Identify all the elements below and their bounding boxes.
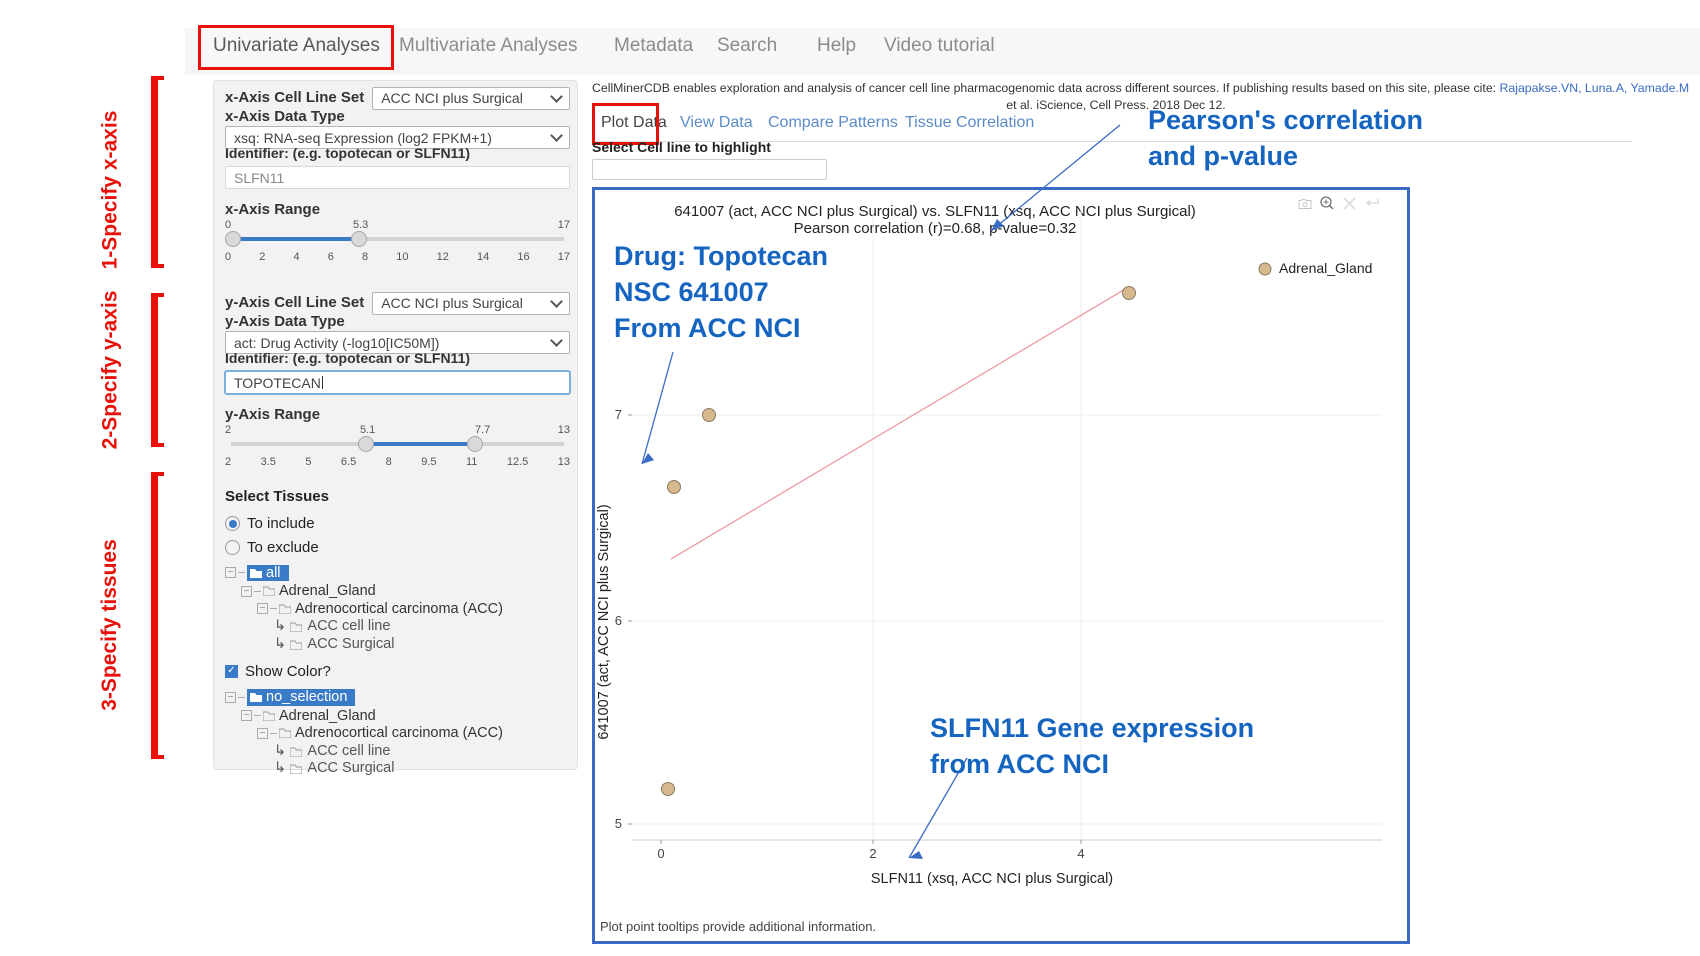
svg-text:5: 5: [615, 816, 622, 831]
svg-text:6: 6: [615, 613, 622, 628]
svg-text:4: 4: [1077, 846, 1084, 861]
svg-text:SLFN11 (xsq, ACC NCI plus Surg: SLFN11 (xsq, ACC NCI plus Surgical): [871, 871, 1113, 887]
svg-text:641007 (act, ACC NCI plus Surg: 641007 (act, ACC NCI plus Surgical): [596, 504, 612, 739]
svg-text:7: 7: [615, 407, 622, 422]
svg-text:Adrenal_Gland: Adrenal_Gland: [1279, 260, 1372, 276]
svg-text:2: 2: [869, 846, 876, 861]
svg-text:0: 0: [657, 846, 664, 861]
svg-text:Plot point tooltips provide ad: Plot point tooltips provide additional i…: [600, 919, 876, 934]
